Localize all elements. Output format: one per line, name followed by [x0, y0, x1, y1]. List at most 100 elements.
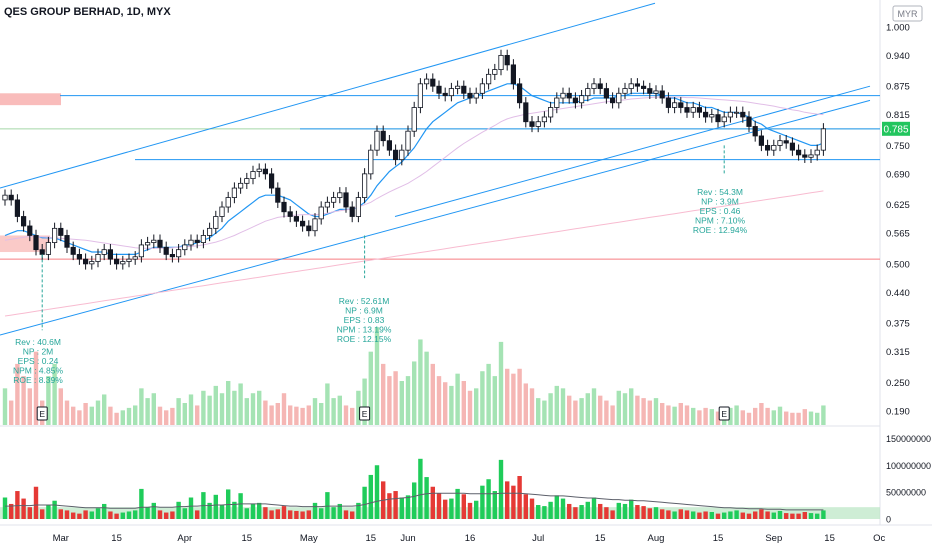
candle-body — [52, 227, 58, 243]
volume-bar — [374, 327, 380, 425]
volume-bar — [641, 506, 646, 519]
volume-bar — [455, 373, 460, 425]
volume-bar — [306, 405, 311, 425]
volume-bar — [647, 508, 652, 519]
volume-bar — [610, 405, 615, 425]
time-tick-label: Sep — [765, 533, 782, 544]
volume-bar — [33, 486, 39, 519]
candle-body — [76, 254, 82, 260]
candle-body — [262, 168, 269, 175]
price-tick-label: 0.875 — [886, 82, 910, 93]
candle-body — [392, 149, 399, 161]
candle-body — [430, 78, 436, 87]
fundamental-text: NPM : 13.19% — [337, 325, 392, 335]
candle-body — [616, 92, 622, 104]
volume-bar — [151, 393, 156, 425]
candle-body — [39, 249, 45, 255]
candle-body — [8, 194, 14, 201]
volume-bar — [343, 510, 349, 519]
candle-body — [20, 216, 27, 227]
candle-body — [634, 83, 641, 87]
time-tick-label: 15 — [824, 533, 835, 544]
earnings-marker-box — [359, 406, 371, 421]
candle-body — [64, 235, 70, 248]
volume-bar — [263, 400, 268, 425]
volume-bar — [294, 406, 299, 425]
candle-body — [796, 149, 802, 156]
volume-bar — [629, 388, 634, 425]
candlestick-series — [2, 49, 827, 270]
candle-body — [684, 107, 690, 113]
candle-body — [591, 83, 597, 89]
volume-bar — [207, 502, 212, 519]
volume-bar — [567, 395, 572, 425]
candle-body — [200, 235, 206, 243]
candle-body — [405, 130, 411, 151]
volume-bar — [753, 511, 758, 519]
volume-bar — [771, 410, 776, 425]
volume-bar — [660, 509, 665, 519]
volume-bar — [784, 513, 789, 519]
volume-bar — [604, 507, 609, 519]
volume-tick-label: 0 — [886, 515, 891, 525]
volume-bar — [467, 390, 473, 425]
candle-body — [411, 107, 417, 132]
volume-bar — [777, 510, 783, 519]
candle-body — [510, 64, 517, 85]
volume-bar — [405, 495, 411, 519]
volume-bar — [21, 376, 26, 425]
volume-bar — [238, 383, 243, 425]
candle-body — [802, 154, 808, 158]
volume-bar — [591, 388, 597, 425]
volume-bar — [77, 410, 82, 425]
candle-body — [219, 206, 225, 217]
candle-body — [572, 97, 579, 104]
volume-bar — [759, 403, 764, 425]
volume-bar — [715, 513, 721, 519]
fundamental-text: Rev : 52.61M — [339, 296, 390, 306]
time-tick-label: Apr — [177, 533, 192, 544]
candle-body — [324, 201, 331, 208]
candle-body — [529, 121, 535, 127]
volume-bar — [350, 511, 355, 519]
currency-button[interactable]: MYR — [892, 5, 923, 22]
volume-bar — [709, 512, 714, 519]
volume-bar — [722, 512, 727, 519]
candle-body — [603, 88, 610, 99]
volume-bar — [412, 482, 417, 519]
volume-bar — [195, 510, 200, 519]
fundamental-text: NPM : 4.85% — [13, 366, 64, 376]
volume-bar — [697, 410, 702, 425]
volume-bar — [498, 459, 504, 519]
candle-body — [417, 83, 424, 108]
volume-bar — [139, 488, 144, 519]
candle-body — [250, 171, 256, 179]
earnings-marker-label: E — [39, 409, 45, 419]
candle-body — [306, 225, 312, 232]
drawing-layer[interactable] — [0, 2, 880, 336]
volume-bar — [790, 412, 795, 425]
volume-bar — [213, 494, 218, 519]
volume-bar — [461, 494, 466, 519]
volume-bar — [790, 513, 795, 519]
volume-bar — [387, 376, 392, 425]
volume-bar — [653, 398, 659, 425]
volume-bar — [213, 385, 218, 425]
volume-bar — [517, 476, 522, 519]
candle-body — [275, 187, 281, 203]
volume-bar — [182, 403, 187, 425]
candle-body — [349, 206, 355, 217]
volume-bar — [114, 513, 119, 519]
candle-body — [585, 88, 591, 97]
volume-bar — [591, 497, 597, 519]
volume-bar — [821, 405, 826, 425]
volume-bar — [709, 409, 714, 425]
candle-body — [665, 97, 672, 108]
volume-bar — [108, 406, 113, 425]
volume-bar — [120, 512, 125, 519]
volume-bar — [808, 411, 814, 425]
volume-bar — [759, 509, 764, 519]
volume-bar — [269, 510, 274, 519]
volume-bar — [102, 394, 107, 425]
